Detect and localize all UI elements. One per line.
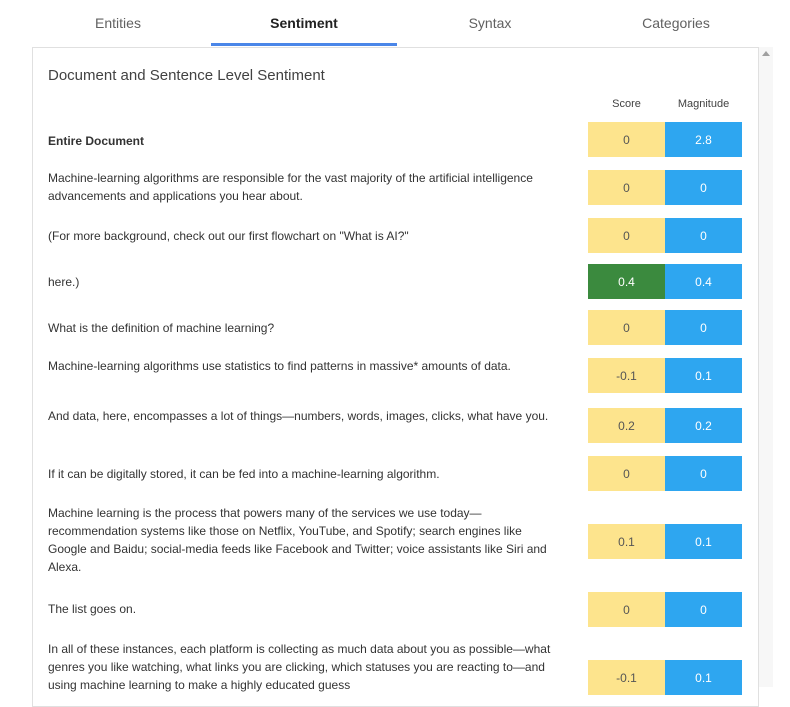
sentence-text: In all of these instances, each platform…: [48, 642, 551, 692]
score-cell: 0: [588, 218, 665, 253]
score-cell: 0: [588, 456, 665, 491]
magnitude-cell: 0.2: [665, 408, 742, 443]
magnitude-cell: 0.4: [665, 264, 742, 299]
sentence-text: Machine learning is the process that pow…: [48, 506, 547, 574]
score-cell: 0: [588, 592, 665, 627]
magnitude-cell: 0: [665, 170, 742, 205]
tab-categories[interactable]: Categories: [642, 15, 710, 31]
score-cell: -0.1: [588, 660, 665, 695]
score-cell: 0: [588, 310, 665, 345]
tab-bar: Entities Sentiment Syntax Categories: [25, 0, 769, 46]
magnitude-cell: 0.1: [665, 524, 742, 559]
sentence-text: Machine-learning algorithms use statisti…: [48, 359, 511, 373]
magnitude-cell: 0: [665, 456, 742, 491]
magnitude-cell: 0: [665, 218, 742, 253]
score-cell: 0: [588, 122, 665, 157]
score-cell: 0.1: [588, 524, 665, 559]
sentence-text: Machine-learning algorithms are responsi…: [48, 171, 533, 203]
sentence-text: here.): [48, 275, 80, 289]
sentiment-panel: Document and Sentence Level Sentiment Sc…: [32, 47, 759, 707]
score-cell: 0: [588, 170, 665, 205]
magnitude-column-header: Magnitude: [677, 98, 730, 110]
sentence-text: And data, here, encompasses a lot of thi…: [48, 409, 549, 423]
scrollbar[interactable]: [759, 47, 773, 687]
magnitude-cell: 0: [665, 310, 742, 345]
score-cell: -0.1: [588, 358, 665, 393]
sentence-text: If it can be digitally stored, it can be…: [48, 467, 440, 481]
score-column-header: Score: [612, 98, 641, 110]
scroll-up-icon[interactable]: [762, 51, 770, 56]
tab-syntax[interactable]: Syntax: [468, 15, 512, 31]
score-cell: 0.4: [588, 264, 665, 299]
tab-sentiment[interactable]: Sentiment: [211, 0, 397, 46]
magnitude-cell: 0.1: [665, 358, 742, 393]
document-label: Entire Document: [48, 134, 145, 148]
tab-entities[interactable]: Entities: [95, 15, 141, 31]
magnitude-cell: 2.8: [665, 122, 742, 157]
sentence-text: What is the definition of machine learni…: [48, 321, 275, 335]
magnitude-cell: 0: [665, 592, 742, 627]
sentence-text: The list goes on.: [48, 602, 137, 616]
sentence-text: (For more background, check out our firs…: [48, 229, 409, 243]
panel-title: Document and Sentence Level Sentiment: [48, 67, 325, 84]
score-cell: 0.2: [588, 408, 665, 443]
magnitude-cell: 0.1: [665, 660, 742, 695]
